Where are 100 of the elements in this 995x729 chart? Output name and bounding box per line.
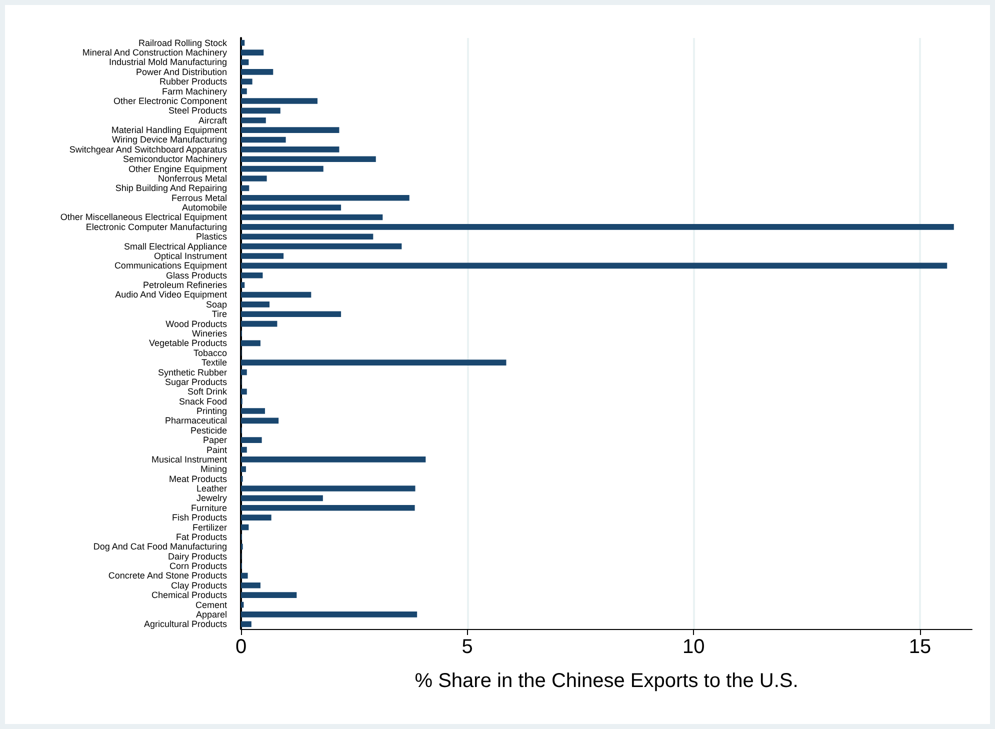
bar — [241, 146, 340, 152]
y-tick-label: Concrete And Stone Products — [108, 570, 228, 581]
bar — [241, 621, 252, 628]
bar — [241, 272, 263, 278]
y-tick-label: Communications Equipment — [114, 260, 228, 271]
y-tick-label: Switchgear And Switchboard Apparatus — [69, 144, 228, 154]
y-tick-label: Industrial Mold Manufacturing — [108, 57, 227, 68]
bar — [241, 166, 324, 172]
bar — [241, 612, 418, 618]
bar — [241, 78, 252, 85]
bar — [241, 194, 410, 201]
bar — [241, 340, 260, 346]
y-tick-label: Dairy Products — [168, 551, 228, 562]
bar — [241, 418, 279, 424]
y-tick-label: Corn Products — [169, 561, 228, 572]
bar — [241, 524, 249, 530]
y-tick-label: Musical Instrument — [151, 454, 228, 464]
y-tick-label: Aircraft — [198, 115, 228, 126]
y-tick-label: Optical Instrument — [154, 250, 228, 261]
y-tick-label: Small Electrical Appliance — [124, 241, 227, 252]
bar — [241, 262, 948, 269]
bar — [241, 253, 284, 259]
y-tick-label: Mining — [200, 464, 227, 474]
y-tick-label: Furniture — [190, 502, 227, 513]
x-axis-title: % Share in the Chinese Exports to the U.S. — [414, 670, 798, 692]
bar — [241, 495, 323, 502]
y-tick-label: Fertilizer — [192, 522, 227, 532]
bar — [241, 127, 340, 133]
y-tick-label: Ship Building And Repairing — [115, 183, 227, 194]
bar — [241, 292, 312, 298]
bar — [241, 486, 416, 492]
bar — [241, 582, 260, 588]
y-tick-label: Steel Products — [168, 106, 228, 116]
y-tick-label: Other Engine Equipment — [128, 164, 228, 174]
y-tick-label: Tire — [212, 309, 227, 320]
y-tick-label: Fish Products — [172, 512, 228, 523]
y-tick-label: Chemical Products — [151, 590, 228, 600]
y-tick-label: Synthetic Rubber — [158, 367, 227, 378]
bar — [241, 408, 265, 414]
x-tick-label: 10 — [682, 636, 705, 658]
bar — [241, 369, 247, 376]
x-tick-label: 0 — [235, 636, 247, 658]
y-tick-label: Cement — [195, 600, 228, 610]
bar — [241, 437, 262, 443]
y-tick-label: Ferrous Metal — [171, 192, 227, 203]
y-tick-label: Soft Drink — [187, 386, 228, 397]
y-tick-label: Soap — [206, 299, 227, 310]
bar — [241, 117, 266, 124]
bar — [241, 108, 280, 114]
y-tick-label: Textile — [201, 358, 227, 368]
bar — [241, 514, 272, 520]
bar — [241, 456, 426, 462]
bar — [241, 592, 297, 598]
bar — [241, 302, 270, 308]
y-tick-label: Pharmaceutical — [164, 416, 227, 426]
y-tick-label: Vegetable Products — [148, 338, 228, 348]
y-tick-label: Snack Food — [178, 396, 227, 406]
y-tick-label: Leather — [196, 484, 227, 494]
bar — [241, 156, 376, 162]
bar — [241, 136, 286, 143]
y-tick-label: Wiring Device Manufacturing — [112, 134, 227, 145]
x-tick-label: 5 — [462, 636, 473, 658]
y-tick-label: Automobile — [182, 202, 227, 213]
bar — [241, 98, 318, 104]
y-tick-label: Power And Distribution — [136, 66, 227, 77]
bar — [241, 50, 264, 56]
bar — [241, 572, 248, 579]
bar — [241, 311, 342, 318]
bar — [241, 59, 249, 66]
bar — [241, 185, 250, 192]
y-tick-label: Audio And Video Equipment — [115, 290, 228, 300]
y-tick-label: Other Miscellaneous Electrical Equipment — [60, 212, 228, 222]
bar — [241, 320, 278, 327]
y-tick-label: Rubber Products — [159, 76, 228, 87]
y-tick-label: Wineries — [192, 328, 228, 338]
y-tick-label: Glass Products — [166, 270, 228, 280]
bar — [241, 446, 247, 453]
bar — [241, 40, 245, 46]
bar — [241, 466, 246, 472]
y-tick-label: Nonferrous Metal — [158, 173, 227, 184]
bar — [241, 69, 274, 75]
bar — [241, 360, 506, 366]
bar — [241, 224, 954, 230]
y-tick-label: Electronic Computer Manufacturing — [86, 222, 227, 232]
y-tick-label: Plastics — [196, 232, 228, 242]
bar — [241, 504, 415, 511]
y-tick-label: Clay Products — [170, 580, 228, 590]
y-tick-label: Mineral And Construction Machinery — [82, 48, 228, 58]
y-tick-label: Jewelry — [196, 493, 228, 504]
y-tick-label: Farm Machinery — [162, 86, 228, 96]
y-tick-label: Fat Products — [176, 532, 228, 542]
x-tick-label: 15 — [908, 636, 932, 658]
y-tick-label: Sugar Products — [164, 376, 228, 387]
y-tick-label: Petroleum Refineries — [142, 280, 228, 290]
y-tick-label: Agricultural Products — [144, 619, 228, 630]
y-tick-label: Wood Products — [166, 318, 228, 329]
y-tick-label: Material Handling Equipment — [111, 125, 228, 136]
bar — [241, 214, 383, 220]
y-tick-label: Paint — [206, 444, 228, 455]
bar — [241, 204, 342, 210]
